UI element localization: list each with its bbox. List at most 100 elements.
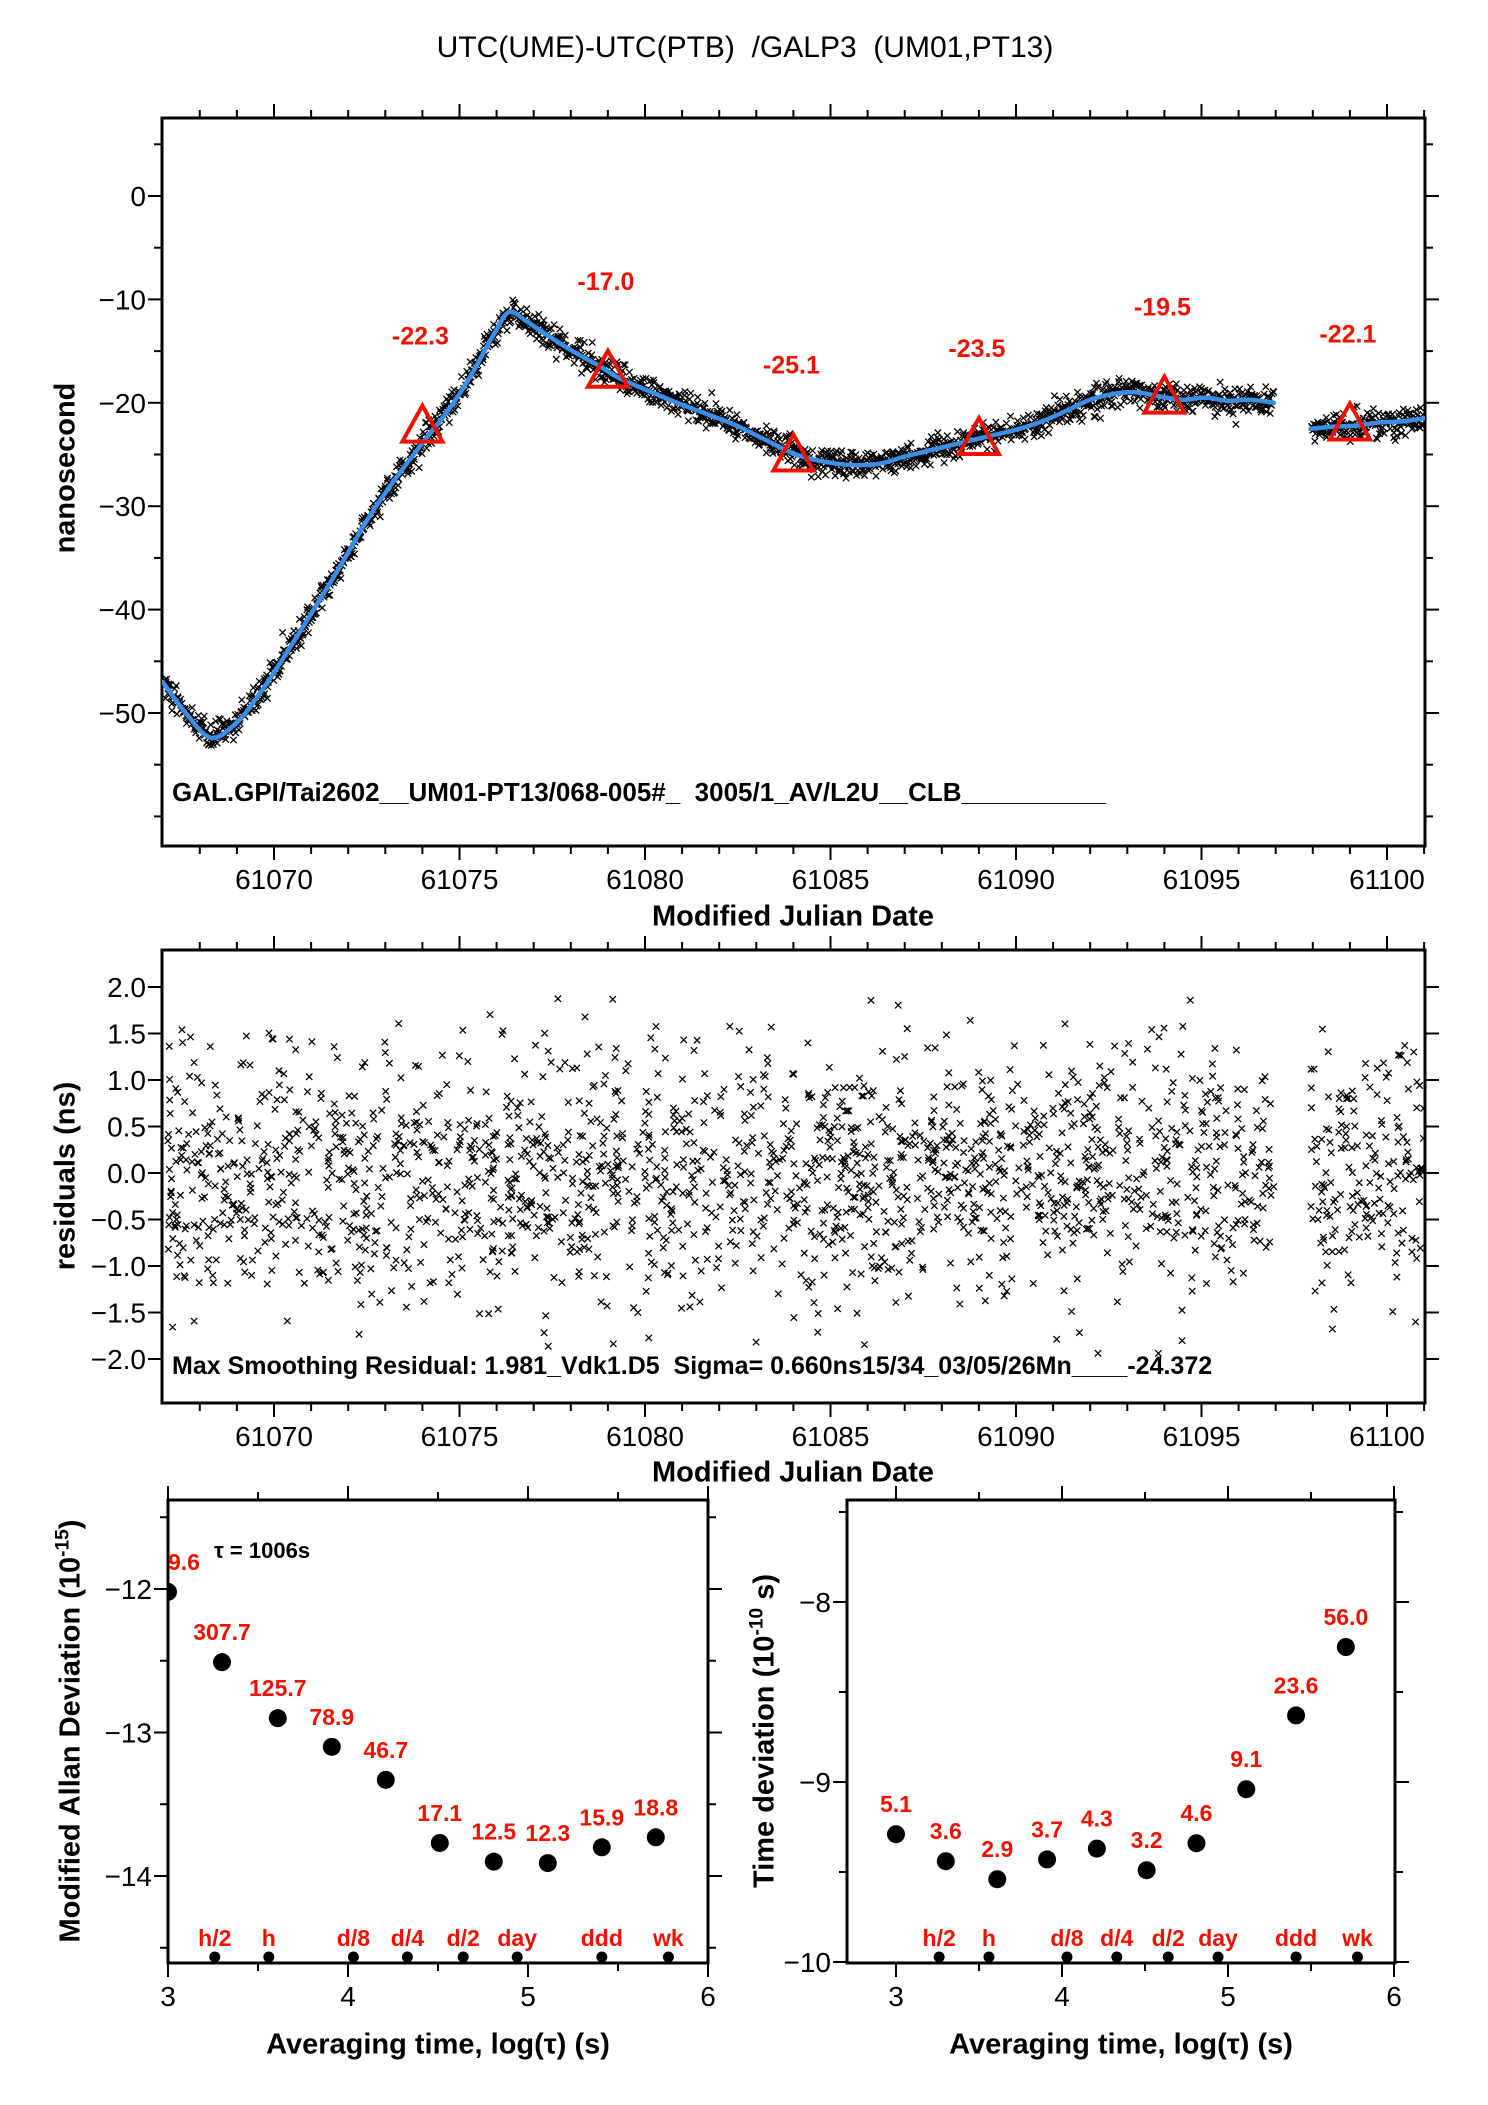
mdev-tau-markers: h/2 h d/8 d/4 d/2 day ddd wk: [198, 1925, 684, 1963]
mdev-point: [646, 1828, 665, 1847]
mdev-point-label: 9.6: [168, 1549, 200, 1575]
tau-marker-label: h/2: [923, 1925, 956, 1951]
tdev-point: [1336, 1638, 1355, 1656]
residuals-x-axis-label: Modified Julian Date: [652, 1456, 934, 1489]
tau-marker-dot: [662, 1951, 674, 1963]
mdev-point: [268, 1709, 287, 1728]
daily-marker-label: -22.3: [392, 323, 449, 351]
tdev-point: [936, 1852, 955, 1871]
x-tick-label: 5: [1220, 1981, 1236, 2012]
x-tick-label: 61095: [1163, 1421, 1241, 1452]
y-tick-label: 1.5: [107, 1019, 146, 1050]
tau-marker-dot: [457, 1951, 469, 1963]
x-tick-label: 3: [888, 1981, 904, 2012]
y-tick-label: −1.5: [91, 1298, 146, 1329]
y-tick-label: 0: [130, 181, 146, 212]
x-tick-label: 61100: [1349, 864, 1425, 895]
y-tick-label: 2.0: [107, 972, 146, 1003]
daily-marker-triangle: [955, 413, 1003, 456]
mdev-frame: [154, 1486, 722, 1977]
residuals-y-axis-label: residuals (ns): [49, 1081, 82, 1271]
tdev-point: [1038, 1850, 1057, 1869]
tau-marker-label: d/2: [1152, 1925, 1185, 1951]
x-tick-label: 4: [340, 1981, 356, 2012]
mdev-point: [213, 1653, 231, 1672]
tdev-frame: [833, 1486, 1409, 1977]
tdev-point-labels: 5.1 3.6 2.9 3.7 4.3 3.2 4.6 9.1 23.6 56.0: [880, 1604, 1368, 1862]
daily-markers: -22.3 -17.0 -25.1 -23.5 -19.5 -22.1: [392, 268, 1376, 473]
mdev-point: [538, 1854, 557, 1873]
y-tick-label: −13: [105, 1718, 153, 1749]
y-tick-label: −10: [784, 1947, 832, 1978]
tau-marker-dot: [263, 1951, 275, 1963]
residuals-frame: [148, 936, 1439, 1417]
tau-marker-label: d/8: [1050, 1925, 1083, 1951]
x-tick-label: 61070: [235, 864, 313, 895]
residuals-scatter-points: [164, 995, 1425, 1358]
residuals-y-ticks: 2.0 1.5 1.0 0.5 0.0 −0.5 −1.0 −1.5 −2.0: [91, 972, 146, 1375]
residuals-x-ticks: 61070 61075 61080 61085 61090 61095 61100: [235, 1421, 1425, 1452]
tau-marker-label: day: [1198, 1925, 1238, 1951]
tdev-point-label: 56.0: [1323, 1604, 1368, 1630]
x-tick-label: 61085: [792, 864, 870, 895]
x-tick-label: 61075: [421, 864, 499, 895]
y-tick-label: 0.0: [107, 1158, 146, 1189]
y-tick-label: −50: [99, 698, 147, 729]
mdev-point-label: 15.9: [579, 1804, 624, 1830]
mdev-point-label: 78.9: [309, 1704, 354, 1730]
tau-marker-dot: [1061, 1951, 1073, 1963]
tau-marker-dot: [1111, 1951, 1123, 1963]
tau-marker-dot: [209, 1951, 221, 1963]
mdev-point: [484, 1852, 503, 1871]
mdev-point: [168, 1582, 177, 1601]
mdev-point: [430, 1833, 449, 1852]
tdev-point-label: 3.7: [1031, 1816, 1063, 1842]
x-tick-label: 61070: [235, 1421, 313, 1452]
tdev-point-label: 9.1: [1230, 1746, 1262, 1772]
daily-marker-triangle: [1326, 399, 1374, 442]
x-tick-label: 6: [700, 1981, 716, 2012]
x-tick-label: 61090: [977, 1421, 1055, 1452]
daily-marker-label: -17.0: [577, 268, 634, 296]
mdev-y-ticks: −12 −13 −14: [105, 1574, 153, 1892]
tdev-point: [1137, 1861, 1156, 1880]
x-tick-label: 61080: [606, 1421, 684, 1452]
y-tick-label: −40: [99, 595, 147, 626]
tdev-point: [988, 1870, 1007, 1889]
tau-marker-dot: [983, 1951, 995, 1963]
y-tick-label: 1.0: [107, 1065, 146, 1096]
phase-y-ticks: 0 −10 −20 −30 −40 −50: [99, 181, 147, 729]
x-tick-label: 61090: [977, 864, 1055, 895]
phase-frame: [148, 104, 1439, 860]
mdev-point-label: 125.7: [249, 1675, 307, 1701]
mdev-tau-annotation: τ = 1006s: [214, 1538, 311, 1563]
y-tick-label: −20: [99, 388, 147, 419]
tau-marker-label: h/2: [198, 1925, 231, 1951]
tau-marker-label: h: [982, 1925, 996, 1951]
tau-marker-label: d/2: [447, 1925, 480, 1951]
tdev-x-ticks: 3 4 5 6: [888, 1981, 1402, 2012]
x-tick-label: 6: [1386, 1981, 1402, 2012]
mdev-points: [168, 1582, 665, 1873]
tau-marker-dot: [1212, 1951, 1224, 1963]
mdev-point: [376, 1770, 395, 1789]
x-tick-label: 61080: [606, 864, 684, 895]
tau-marker-dot: [347, 1951, 359, 1963]
daily-marker-label: -22.1: [1319, 321, 1376, 349]
mdev-point: [592, 1838, 611, 1857]
tdev-y-axis-label-post: s): [748, 1574, 781, 1608]
y-tick-label: −30: [99, 491, 147, 522]
tau-marker-label: d/4: [391, 1925, 424, 1951]
tdev-y-axis-label-pre: Time deviation (10: [748, 1635, 781, 1889]
mdev-y-axis-label-post: ): [54, 1519, 87, 1530]
tau-marker-dot: [511, 1951, 523, 1963]
tau-marker-label: wk: [1341, 1925, 1373, 1951]
tdev-point: [1187, 1834, 1206, 1853]
tdev-x-axis-label: Averaging time, log(τ) (s): [949, 2028, 1293, 2061]
mdev-point: [322, 1737, 341, 1756]
daily-marker-triangle: [1141, 372, 1188, 415]
y-tick-label: −9: [799, 1767, 831, 1798]
y-tick-label: 0.5: [107, 1112, 146, 1143]
